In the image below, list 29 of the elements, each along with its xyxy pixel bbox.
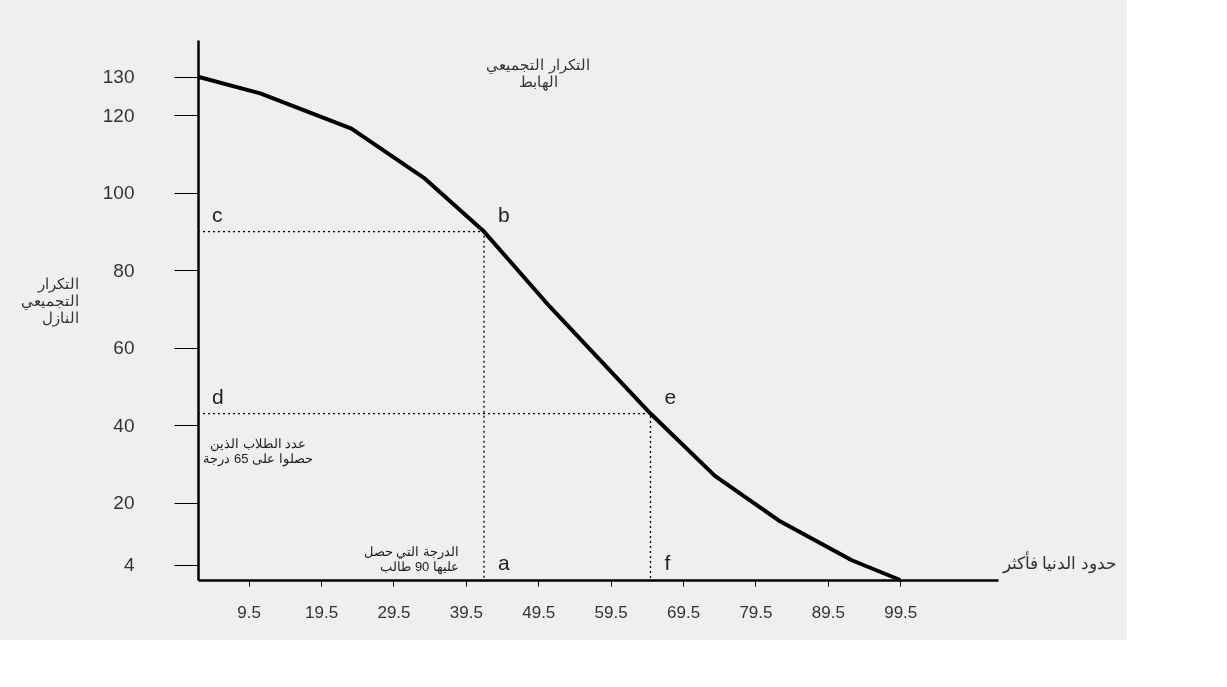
annotation: d (212, 384, 224, 408)
x-tick-label: 49.5 (522, 602, 556, 622)
x-tick-label: 89.5 (811, 602, 845, 622)
annotation: عدد الطلاب الذين حصلوا على 65 درجة (203, 435, 313, 467)
y-tick-label: 20 (113, 492, 135, 514)
y-tick-label: 130 (102, 66, 135, 88)
text: التكرار التجميعي الهابط (486, 56, 590, 91)
annotation: e (664, 384, 677, 408)
annotation: c (212, 202, 223, 226)
x-tick-label: 69.5 (667, 602, 701, 622)
x-tick-label: 99.5 (884, 602, 918, 622)
y-axis-title: التكرار التجميعي النازل (20, 274, 79, 327)
y-tick-label: 100 (102, 182, 135, 204)
y-tick-label: 80 (113, 259, 135, 281)
annotation: f (664, 551, 671, 574)
x-axis-title: حدود الدنيا فأكثر (1001, 550, 1117, 574)
annotation: الدرجة التي حصل عليها 90 طالب (363, 544, 459, 575)
y-tick-label: 40 (113, 414, 135, 436)
y-tick-label: 60 (113, 337, 135, 359)
y-tick-label: 4 (123, 554, 135, 576)
x-tick-label: 59.5 (594, 602, 628, 622)
annotation: b (497, 202, 510, 226)
annotation: a (497, 551, 510, 574)
x-tick-label: 29.5 (377, 602, 411, 622)
x-tick-label: 9.5 (237, 602, 261, 622)
x-tick-label: 79.5 (739, 602, 773, 622)
y-tick-label: 120 (102, 104, 135, 126)
x-tick-label: 19.5 (305, 602, 339, 622)
x-tick-label: 39.5 (449, 602, 483, 622)
